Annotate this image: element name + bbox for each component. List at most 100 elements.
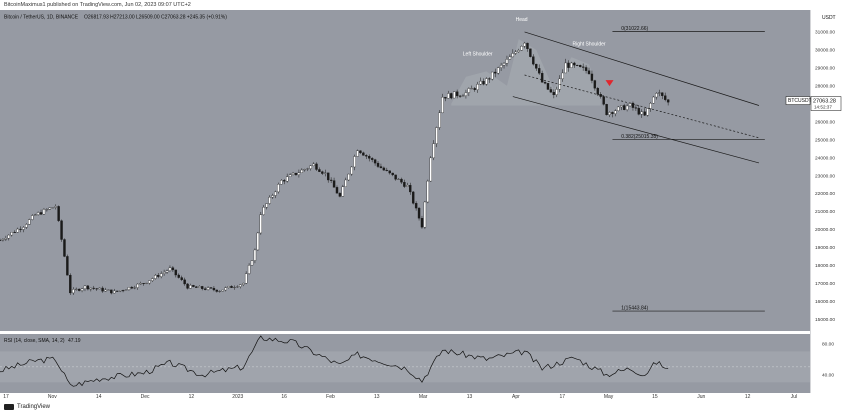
candle-body — [239, 284, 242, 287]
candle-body — [162, 271, 166, 274]
time-tick: 12 — [189, 394, 195, 400]
price-tick: 22000.00 — [815, 191, 835, 197]
time-tick: 13 — [374, 394, 380, 400]
candle-body — [584, 67, 588, 71]
price-tick: 25000.00 — [815, 137, 835, 143]
candle-body — [576, 64, 579, 66]
candle-body — [203, 288, 207, 290]
candle-body — [567, 62, 570, 68]
candle-body — [28, 219, 31, 225]
candle-body — [517, 50, 520, 53]
candle-body — [420, 218, 424, 228]
candle-body — [95, 288, 98, 290]
candle-body — [455, 91, 459, 97]
candle-body — [31, 215, 34, 220]
candle-body — [174, 269, 178, 276]
candle-body — [77, 288, 81, 291]
time-tick: Nov — [48, 394, 57, 400]
candle-body — [347, 173, 350, 181]
candle-body — [335, 187, 339, 194]
candle-body — [634, 107, 638, 109]
candle-body — [608, 112, 611, 116]
candle-body — [332, 180, 336, 188]
candle-body — [423, 201, 427, 228]
candle-body — [637, 108, 641, 115]
candle-body — [652, 96, 655, 104]
channel-lower-line — [512, 96, 760, 164]
candle-body — [546, 83, 550, 90]
symbol-tag-text: BTCUSDT — [788, 98, 812, 104]
candle-body — [511, 53, 515, 58]
candle-body — [206, 287, 210, 290]
candle-body — [464, 92, 468, 96]
candle-body — [306, 168, 309, 170]
candle-body — [148, 280, 151, 284]
descending-channel — [512, 31, 760, 164]
candle-body — [564, 62, 567, 74]
candle-body — [400, 178, 403, 183]
candle-body — [124, 289, 128, 291]
candle-body — [133, 287, 136, 289]
candle-body — [397, 178, 400, 180]
time-tick: 2023 — [232, 394, 243, 400]
candle-body — [242, 282, 245, 285]
candle-body — [643, 111, 646, 116]
publish-header: BitcoinMaximus1 published on TradingView… — [4, 2, 191, 8]
candle-body — [104, 289, 107, 292]
candle-body — [450, 93, 453, 99]
candle-body — [145, 282, 148, 284]
candle-body — [180, 277, 183, 281]
candle-body — [362, 152, 365, 156]
candle-body — [154, 275, 157, 279]
candle-body — [435, 127, 438, 144]
candle-body — [444, 96, 447, 99]
price-axis-ticks: 31000.0030000.0029000.0028000.0027000.00… — [815, 30, 835, 323]
candle-body — [411, 191, 415, 204]
candle-body — [177, 274, 180, 278]
candle-body — [192, 285, 195, 287]
candle-body — [200, 286, 204, 289]
rsi-tick: 80.00 — [822, 342, 834, 348]
candle-body — [409, 185, 412, 193]
candle-body — [236, 286, 239, 288]
candle-body — [218, 291, 221, 292]
time-tick: 12 — [745, 394, 751, 400]
btc-chart[interactable]: 31000.0030000.0029000.0028000.0027000.00… — [0, 10, 850, 400]
candle-body — [121, 290, 125, 292]
candle-body — [479, 80, 482, 85]
candle-body — [253, 249, 257, 261]
candle-body — [139, 283, 142, 285]
price-panel[interactable] — [0, 10, 810, 331]
candle-body — [666, 99, 670, 103]
footer: TradingView — [4, 402, 50, 412]
price-axis[interactable] — [810, 10, 850, 393]
candle-body — [86, 285, 90, 290]
candle-body — [573, 62, 576, 66]
candle-body — [315, 163, 318, 170]
candle-body — [212, 287, 216, 291]
candle-body — [579, 65, 582, 68]
price-tick: 17000.00 — [815, 281, 835, 287]
candle-body — [514, 51, 517, 54]
candle-body — [403, 182, 406, 187]
candle-body — [581, 66, 585, 68]
candle-body — [631, 102, 635, 108]
candle-body — [441, 96, 444, 114]
candle-body — [523, 42, 526, 47]
candle-body — [417, 207, 421, 219]
candle-body — [368, 156, 371, 159]
price-tick: 18000.00 — [815, 263, 835, 269]
candle-body — [620, 105, 623, 108]
candle-body — [171, 267, 175, 271]
price-tag-value: 27063.28 — [813, 99, 836, 105]
candle-body — [16, 228, 19, 233]
fib-0-label: 0(31022.66) — [621, 26, 648, 32]
time-tick: Jul — [791, 394, 797, 400]
price-tick: 26000.00 — [815, 119, 835, 125]
candle-body — [382, 167, 386, 171]
candle-body — [159, 273, 163, 277]
candle-body — [432, 143, 435, 159]
candle-body — [461, 95, 465, 97]
candle-body — [66, 256, 69, 276]
candle-body — [590, 73, 594, 81]
